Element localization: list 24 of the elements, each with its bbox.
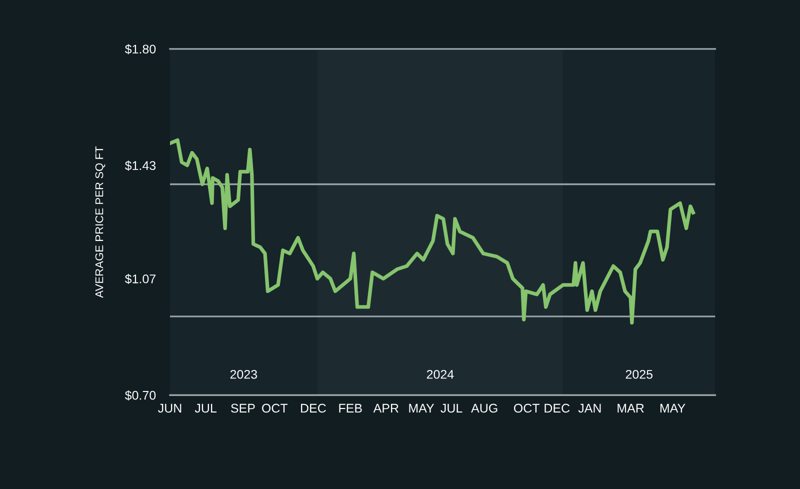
x-tick-label: MAR — [618, 404, 644, 413]
x-tick-label: DEC — [544, 404, 570, 413]
y-tick-label: $1.07 — [124, 274, 156, 284]
x-tick-label: FEB — [339, 404, 362, 413]
x-tick-label: SEP — [231, 404, 255, 413]
band-label: 2023 — [230, 370, 258, 379]
x-tick-label: DEC — [301, 404, 326, 413]
y-axis-title: AVERAGE PRICE PER SQ FT — [95, 146, 106, 298]
x-tick-label: JAN — [578, 404, 601, 413]
band-label: 2024 — [426, 370, 454, 379]
x-tick-label: MAY — [409, 404, 434, 413]
band-label: 2025 — [626, 370, 653, 379]
x-tick-label: AUG — [471, 404, 498, 413]
x-tick-label: APR — [373, 404, 398, 413]
x-tick-label: OCT — [262, 404, 288, 413]
y-tick-label: $0.70 — [124, 390, 156, 401]
line-series — [170, 138, 695, 325]
x-tick-label: JUL — [194, 404, 216, 413]
x-tick-label: JUL — [440, 404, 462, 413]
x-tick-label: JUN — [158, 404, 182, 413]
x-tick-label: OCT — [514, 404, 540, 413]
y-tick-label: $1.43 — [124, 160, 156, 171]
y-tick-label: $1.80 — [124, 44, 156, 54]
x-tick-label: MAY — [660, 404, 686, 413]
